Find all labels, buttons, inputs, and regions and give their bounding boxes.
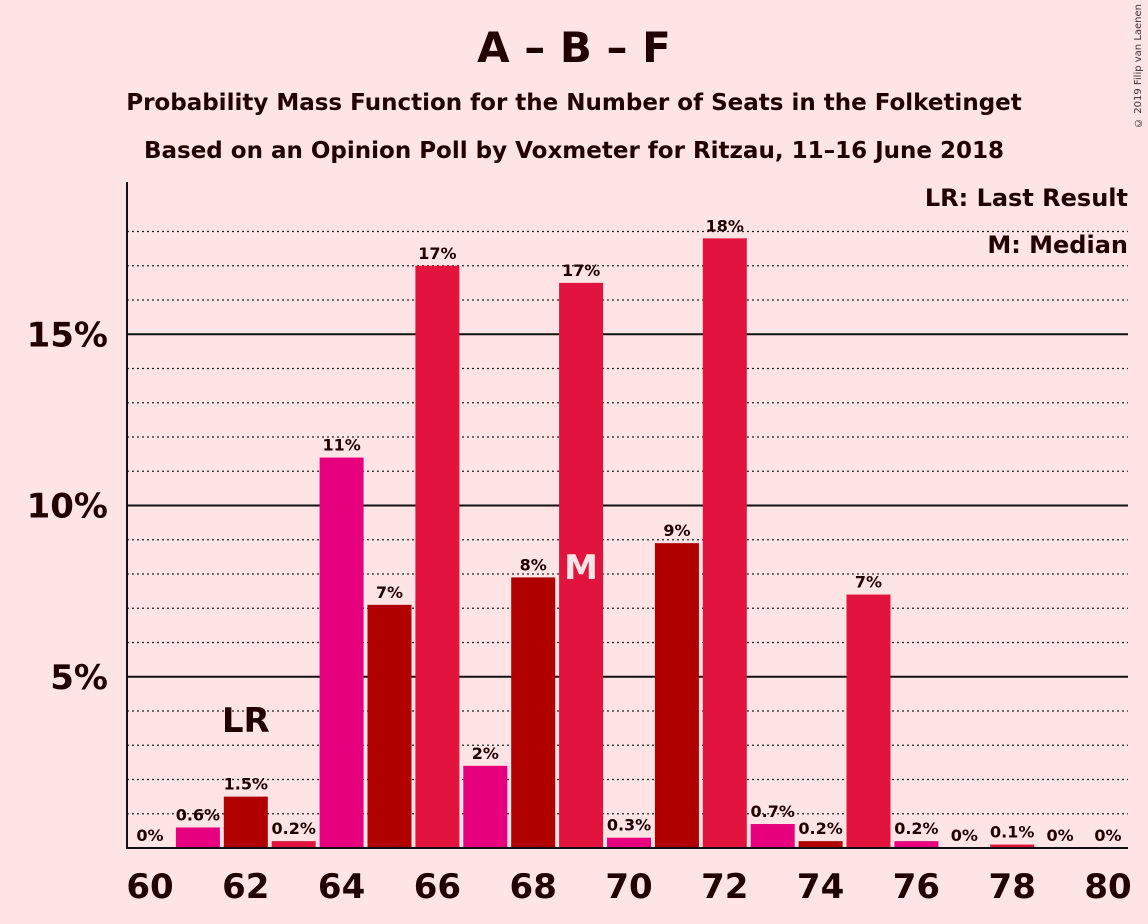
bar-71	[654, 543, 699, 848]
bar-68	[511, 577, 556, 848]
bar-75	[846, 594, 891, 848]
value-label-68: 8%	[520, 555, 547, 574]
x-tick-label: 60	[126, 867, 173, 907]
y-tick-label: 5%	[50, 658, 108, 698]
bar-64	[319, 457, 364, 848]
x-tick-label: 80	[1084, 867, 1131, 907]
bar-62	[223, 796, 268, 848]
value-label-71: 9%	[663, 521, 690, 540]
bar-65	[367, 604, 412, 848]
median-marker: M	[564, 548, 598, 588]
value-label-75: 7%	[855, 573, 882, 592]
value-label-70: 0.3%	[607, 816, 651, 835]
chart-title: A – B – F	[477, 23, 671, 72]
y-tick-label: 10%	[27, 487, 108, 527]
x-tick-label: 64	[318, 867, 365, 907]
bar-69	[559, 282, 604, 848]
x-tick-label: 78	[989, 867, 1036, 907]
bar-73	[750, 824, 795, 848]
value-label-67: 2%	[472, 744, 499, 763]
x-tick-label: 70	[605, 867, 652, 907]
value-label-66: 17%	[418, 244, 456, 263]
bar-74	[798, 841, 843, 848]
bar-63	[271, 841, 316, 848]
value-label-69: 17%	[562, 261, 600, 280]
bar-78	[990, 844, 1035, 848]
legend-last-result: LR: Last Result	[924, 184, 1128, 212]
bar-67	[463, 765, 508, 848]
value-label-63: 0.2%	[272, 819, 316, 838]
x-tick-label: 68	[510, 867, 557, 907]
y-tick-label: 15%	[27, 315, 108, 355]
bar-61	[175, 827, 220, 848]
x-tick-label: 76	[893, 867, 940, 907]
bar-72	[702, 238, 747, 849]
x-tick-label: 66	[414, 867, 461, 907]
value-label-74: 0.2%	[798, 819, 842, 838]
legend-median: M: Median	[987, 231, 1128, 259]
bar-70	[607, 837, 651, 848]
chart-subtitle-1: Probability Mass Function for the Number…	[126, 90, 1022, 116]
x-tick-label: 74	[797, 867, 844, 907]
chart-subtitle-2: Based on an Opinion Poll by Voxmeter for…	[143, 138, 1005, 164]
value-label-79: 0%	[1047, 826, 1074, 845]
value-label-60: 0%	[136, 826, 163, 845]
value-label-80: 0%	[1094, 826, 1121, 845]
x-tick-label: 72	[701, 867, 748, 907]
value-label-78: 0.1%	[990, 823, 1034, 842]
value-label-61: 0.6%	[176, 805, 220, 824]
last-result-marker: LR	[222, 701, 270, 741]
value-label-65: 7%	[376, 583, 403, 602]
value-label-76: 0.2%	[894, 819, 938, 838]
x-tick-label: 62	[222, 867, 269, 907]
value-label-73: 0.7%	[751, 802, 795, 821]
value-label-64: 11%	[322, 436, 360, 455]
bar-76	[894, 841, 939, 848]
value-label-72: 18%	[706, 216, 744, 235]
bar-66	[415, 265, 460, 848]
value-label-77: 0%	[951, 826, 978, 845]
value-label-62: 1.5%	[224, 775, 268, 794]
